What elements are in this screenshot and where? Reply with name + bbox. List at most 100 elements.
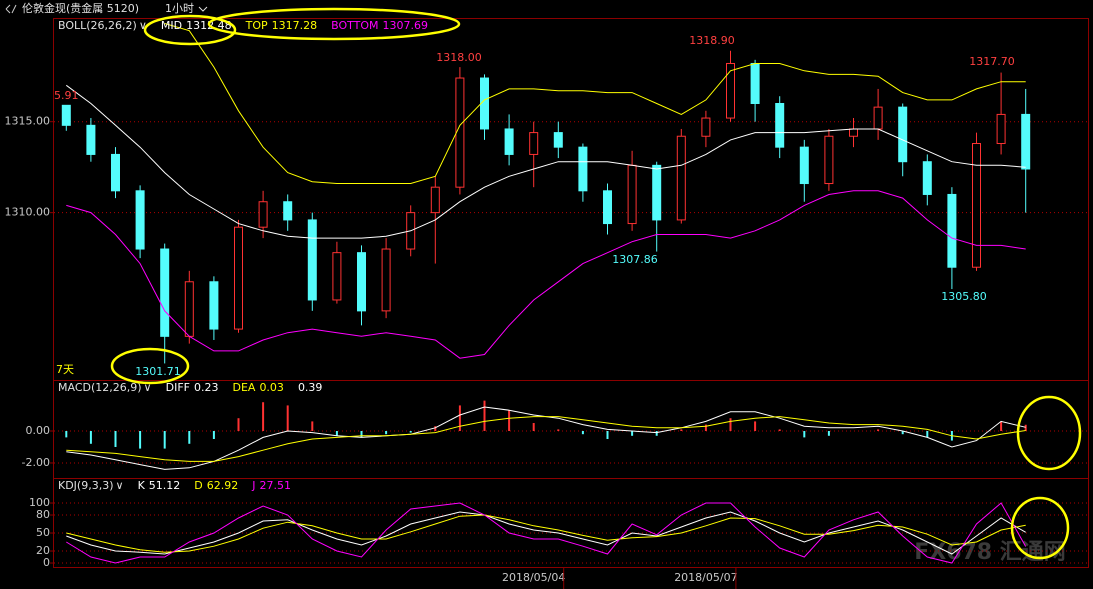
legend-value: 27.51 (260, 479, 292, 492)
annotation: 1317.70 (969, 55, 1015, 68)
candle-body (627, 164, 637, 225)
legend-name: DEA (232, 381, 255, 394)
candle-body (529, 132, 539, 155)
candle-body (455, 77, 465, 188)
panel (54, 502, 1088, 564)
candle-body (553, 132, 563, 148)
legend-value: 0.39 (298, 381, 323, 394)
panel (54, 400, 1088, 470)
candle-body (873, 106, 883, 130)
candle-body (234, 226, 243, 330)
y-tick-label: 1310.00 (5, 206, 51, 219)
candle-body (676, 135, 686, 221)
indicator-name[interactable]: KDJ(9,3,3) (58, 479, 114, 492)
indicator-line (66, 416, 1026, 462)
indicator-name[interactable]: MACD(12,26,9) (58, 381, 142, 394)
candle-body (258, 201, 268, 228)
annotation: 1318.90 (689, 34, 735, 47)
y-tick-label: -2.00 (22, 456, 50, 469)
candle-body (86, 124, 96, 155)
annotation: 1305.80 (941, 290, 987, 303)
candle-body (922, 161, 932, 195)
indicator-line (66, 511, 1026, 555)
legend-value: 1307.69 (383, 19, 429, 32)
candle-body (701, 117, 711, 137)
y-tick-label: 50 (36, 526, 50, 539)
candle-body (283, 201, 293, 221)
legend: KDJ(9,3,3) ∨ K 51.12 D 62.92 J 27.51 (58, 479, 291, 492)
period-selector[interactable]: 1小时 (165, 2, 194, 15)
indicator-name[interactable]: BOLL(26,26,2) (58, 19, 137, 32)
y-tick-label: 20 (36, 544, 50, 557)
y-tick-label: 80 (36, 508, 50, 521)
indicator-line (164, 23, 1026, 184)
legend-value: 51.12 (149, 479, 181, 492)
highlight-ring (1016, 395, 1082, 471)
title-bar (0, 0, 1093, 18)
candle-body (947, 193, 957, 268)
plot-frame (53, 18, 1089, 568)
indicator-line (66, 190, 1026, 359)
annotation: 1318.00 (436, 51, 482, 64)
period-label: 7天 (56, 363, 74, 376)
candle-body (111, 153, 120, 192)
x-tick-label: 2018/05/04 (502, 571, 565, 584)
period-caret[interactable] (198, 6, 208, 12)
legend-name: BOTTOM (331, 19, 378, 32)
legend-value: 1317.28 (272, 19, 318, 32)
highlight-ring (207, 7, 461, 41)
legend: BOLL(26,26,2) ∨ MID 1312.48 TOP 1317.28 BOTTOM… (58, 19, 428, 32)
legend-value: 0.03 (259, 381, 284, 394)
indicator-line (66, 514, 1026, 553)
legend-caret: ∨ (116, 479, 124, 492)
legend-value: 0.23 (194, 381, 219, 394)
candle-body (652, 164, 662, 221)
legend-name: K (138, 479, 146, 492)
highlight-ring (143, 14, 237, 46)
instrument-title: 伦敦金现(贵金属 5120) (22, 1, 139, 15)
legend-value: 62.92 (207, 479, 239, 492)
candle-body (578, 146, 588, 192)
candle-body (135, 190, 145, 250)
switch-icon[interactable] (5, 4, 17, 14)
y-tick-label: 1315.00 (5, 115, 51, 128)
candle-body (603, 190, 612, 225)
candle-body (996, 113, 1006, 145)
candle-body (972, 143, 981, 268)
candle-body (898, 106, 908, 163)
y-tick-label: 0.00 (26, 424, 51, 437)
annotation: 1301.71 (135, 365, 181, 378)
legend-name: TOP (245, 19, 268, 32)
candle-body (430, 186, 440, 214)
candle-body (184, 281, 194, 337)
legend: MACD(12,26,9) ∨ DIFF 0.23 DEA 0.03 0.39 (58, 381, 322, 394)
candle-body (357, 252, 366, 312)
watermark: FX678 汇通网 (914, 540, 1066, 565)
annotation: 1307.86 (612, 253, 658, 266)
candle-body (750, 62, 760, 104)
x-tick-label: 2018/05/07 (674, 571, 737, 584)
legend-name: DIFF (166, 381, 190, 394)
candle-body (209, 281, 219, 330)
indicator-line (66, 502, 1027, 564)
candle-body (504, 128, 514, 155)
candle-body (799, 146, 809, 185)
candle-body (61, 104, 71, 126)
candle-body (307, 219, 317, 301)
annotation: 5.91 (54, 89, 79, 102)
candle-body (849, 128, 858, 137)
y-tick-label: 0 (43, 556, 50, 569)
candle-body (332, 252, 342, 301)
candle-body (775, 102, 785, 148)
panel (54, 23, 1088, 364)
legend-name: J (251, 479, 255, 492)
legend-name: D (194, 479, 202, 492)
candle-body (160, 248, 170, 337)
legend-caret: ∨ (139, 19, 147, 32)
candle-body (1021, 113, 1031, 170)
candle-body (381, 248, 391, 312)
legend-caret: ∨ (144, 381, 152, 394)
